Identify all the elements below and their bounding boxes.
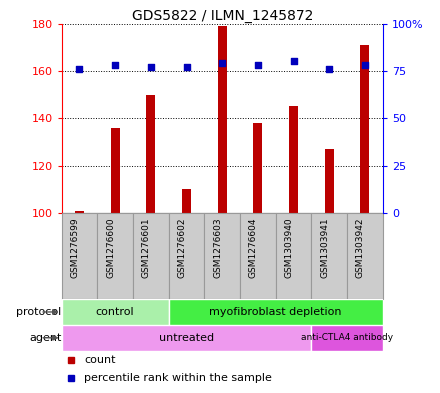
- Bar: [147, 95, 155, 213]
- Bar: [62, 299, 169, 325]
- Bar: [347, 213, 383, 299]
- Text: agent: agent: [29, 333, 62, 343]
- Text: myofibroblast depletion: myofibroblast depletion: [209, 307, 342, 317]
- Text: protocol: protocol: [16, 307, 62, 317]
- Point: [361, 62, 368, 68]
- Bar: [62, 213, 97, 299]
- Text: GSM1303941: GSM1303941: [320, 217, 329, 278]
- Text: GSM1276599: GSM1276599: [70, 217, 80, 278]
- Bar: [312, 213, 347, 299]
- Text: GSM1303940: GSM1303940: [285, 217, 293, 278]
- Bar: [111, 128, 120, 213]
- Text: GSM1303942: GSM1303942: [356, 217, 365, 278]
- Bar: [276, 213, 312, 299]
- Text: GSM1276603: GSM1276603: [213, 217, 222, 278]
- Bar: [325, 149, 334, 213]
- Point: [326, 66, 333, 72]
- Bar: [75, 211, 84, 213]
- Bar: [312, 325, 383, 351]
- Text: GSM1276601: GSM1276601: [142, 217, 151, 278]
- Bar: [182, 189, 191, 213]
- Bar: [218, 26, 227, 213]
- Point: [76, 66, 83, 72]
- Point: [254, 62, 261, 68]
- Point: [147, 64, 154, 70]
- Text: percentile rank within the sample: percentile rank within the sample: [84, 373, 272, 382]
- Text: GSM1276602: GSM1276602: [177, 217, 187, 278]
- Point: [183, 64, 190, 70]
- Bar: [62, 325, 312, 351]
- Text: anti-CTLA4 antibody: anti-CTLA4 antibody: [301, 333, 393, 342]
- Text: untreated: untreated: [159, 333, 214, 343]
- Text: count: count: [84, 355, 116, 365]
- Text: GSM1276604: GSM1276604: [249, 217, 258, 278]
- Point: [219, 60, 226, 66]
- Point: [112, 62, 119, 68]
- Title: GDS5822 / ILMN_1245872: GDS5822 / ILMN_1245872: [132, 9, 313, 22]
- Bar: [289, 107, 298, 213]
- Bar: [360, 45, 370, 213]
- Text: control: control: [96, 307, 135, 317]
- Bar: [169, 299, 383, 325]
- Bar: [204, 213, 240, 299]
- Bar: [133, 213, 169, 299]
- Point: [290, 58, 297, 64]
- Bar: [97, 213, 133, 299]
- Bar: [253, 123, 262, 213]
- Bar: [240, 213, 276, 299]
- Text: GSM1276600: GSM1276600: [106, 217, 115, 278]
- Bar: [169, 213, 204, 299]
